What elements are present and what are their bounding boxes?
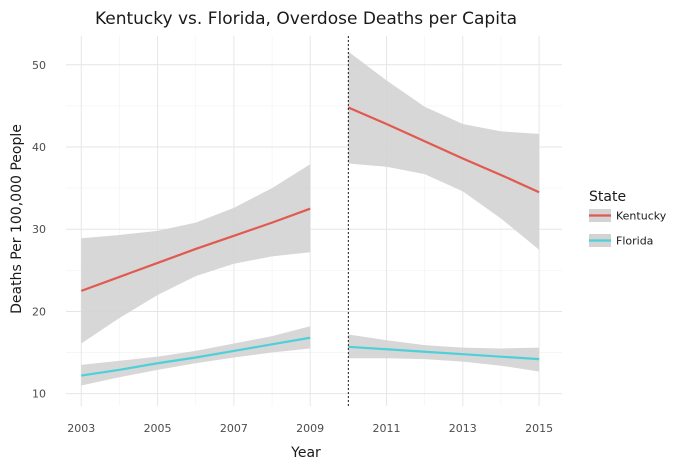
x-tick-label: 2007	[220, 422, 248, 435]
band-kentucky-pre	[81, 164, 311, 344]
series-line-florida-pre	[81, 336, 311, 377]
x-tick-label: 2009	[296, 422, 324, 435]
x-tick-label: 2011	[372, 422, 400, 435]
y-tick-label: 30	[32, 223, 46, 236]
x-axis-title: Year	[290, 445, 321, 461]
x-tick-label: 2003	[67, 422, 95, 435]
series-line-kentucky-post	[347, 106, 540, 194]
legend-title: State	[589, 189, 626, 205]
series-lines	[80, 106, 540, 377]
series-line-florida-post	[348, 345, 540, 361]
y-axis-ticks: 10 20 30 40 50	[32, 59, 46, 401]
x-tick-label: 2005	[144, 422, 172, 435]
y-tick-label: 40	[32, 141, 46, 154]
series-line-kentucky-pre	[80, 207, 311, 292]
x-tick-label: 2015	[525, 422, 553, 435]
y-axis-title: Deaths Per 100,000 People	[9, 124, 25, 314]
y-tick-label: 50	[32, 59, 46, 72]
legend-label-florida: Florida	[616, 235, 653, 248]
x-axis-ticks: 2003 2005 2007 2009 2011 2013 2015	[67, 422, 553, 435]
legend-label-kentucky: Kentucky	[616, 210, 667, 223]
chart-title: Kentucky vs. Florida, Overdose Deaths pe…	[95, 9, 517, 29]
y-tick-label: 10	[32, 388, 46, 401]
band-florida-pre	[81, 326, 311, 386]
legend: State Kentucky Florida	[589, 189, 667, 248]
x-tick-label: 2013	[449, 422, 477, 435]
y-tick-label: 20	[32, 305, 46, 318]
